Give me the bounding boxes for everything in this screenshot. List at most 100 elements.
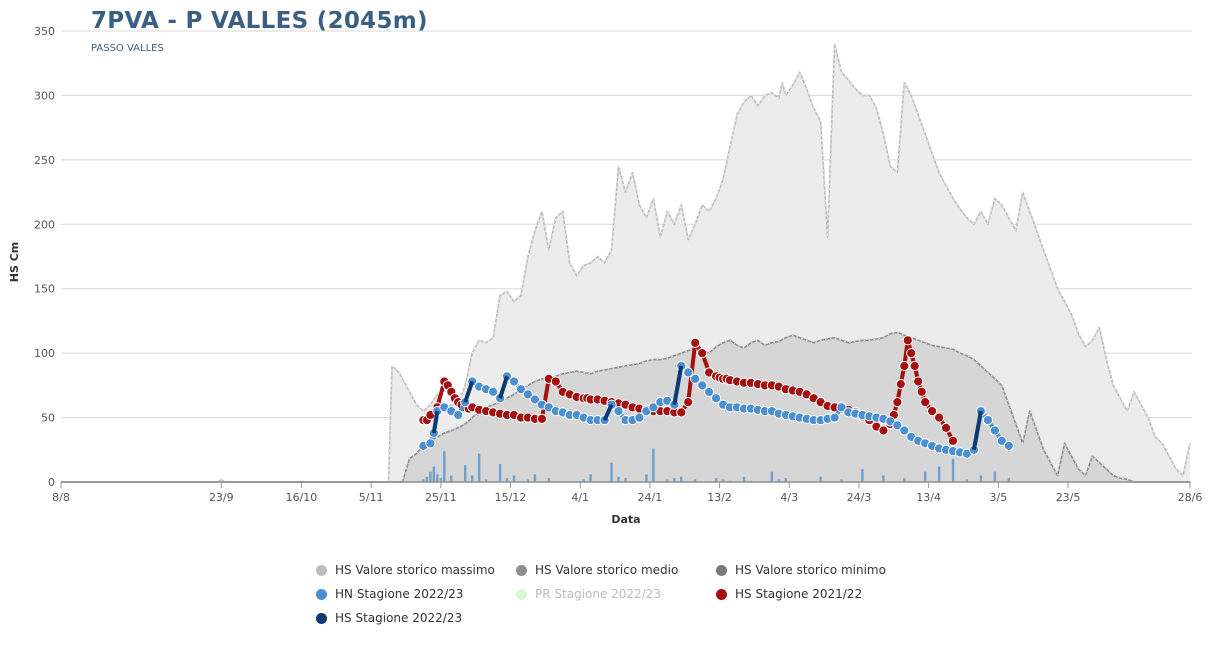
hn-bar bbox=[450, 475, 453, 482]
hn-bar bbox=[432, 466, 436, 482]
legend-label: HS Valore storico minimo bbox=[735, 563, 886, 577]
y-tick-label: 50 bbox=[41, 412, 55, 425]
hn-bar bbox=[742, 476, 746, 482]
hn-bar bbox=[610, 462, 613, 482]
y-tick-label: 150 bbox=[34, 283, 55, 296]
hs-2223-point bbox=[982, 415, 994, 426]
legend-label: HS Stagione 2021/22 bbox=[735, 587, 863, 601]
hn-bar bbox=[770, 471, 774, 482]
legend-item-hs-2122[interactable]: HS Stagione 2021/22 bbox=[716, 587, 862, 601]
hs-2122-point bbox=[536, 413, 548, 424]
hn-bar bbox=[533, 474, 537, 482]
hn-bar bbox=[425, 476, 429, 482]
x-tick-label: 5/11 bbox=[359, 491, 384, 504]
legend-item-hs-min[interactable]: HS Valore storico minimo bbox=[716, 563, 886, 577]
hn-bar bbox=[645, 474, 648, 482]
hs-2122-point bbox=[878, 425, 889, 436]
hn-bar bbox=[439, 478, 443, 482]
hs-2223-point bbox=[648, 402, 659, 413]
x-tick-label: 23/5 bbox=[1056, 491, 1081, 504]
hs-2223-rise-segment bbox=[672, 365, 684, 406]
hs-2122-point bbox=[927, 406, 938, 417]
legend-dot bbox=[716, 588, 727, 600]
y-tick-label: 0 bbox=[48, 476, 55, 489]
hs-2223-point bbox=[425, 438, 436, 449]
hn-bar bbox=[443, 451, 446, 482]
hs-2223-point bbox=[711, 393, 722, 404]
hs-2122-point bbox=[676, 407, 687, 418]
hs-2223-rise-segment bbox=[431, 410, 440, 434]
hs-2122-point bbox=[690, 337, 701, 348]
hn-bar bbox=[589, 474, 592, 482]
hn-bar bbox=[965, 479, 969, 482]
hn-bar bbox=[777, 479, 781, 482]
x-tick-label: 24/3 bbox=[847, 491, 872, 504]
hs-2223-rise-segment bbox=[498, 375, 509, 399]
hn-bar bbox=[429, 471, 432, 482]
x-tick-label: 24/1 bbox=[638, 491, 663, 504]
legend-label: PR Stagione 2022/23 bbox=[535, 587, 662, 601]
hn-bar bbox=[1007, 478, 1011, 482]
y-tick-label: 200 bbox=[34, 218, 55, 231]
hn-bar bbox=[680, 476, 683, 482]
hn-bar bbox=[749, 480, 753, 482]
hs-2122-point bbox=[550, 376, 561, 387]
hn-bar bbox=[505, 478, 509, 482]
hn-bar bbox=[666, 479, 669, 482]
hn-bar bbox=[840, 479, 843, 482]
hs-2122-point bbox=[899, 360, 910, 372]
hs-2223-point bbox=[996, 435, 1007, 446]
x-tick-label: 16/10 bbox=[286, 491, 318, 504]
x-tick-label: 4/1 bbox=[571, 491, 589, 504]
hs-2223-point bbox=[892, 420, 903, 431]
hs-2223-point bbox=[690, 373, 701, 384]
hs-2223-rise-segment bbox=[463, 380, 475, 403]
hs-2122-point bbox=[909, 360, 920, 372]
hs-2223-point bbox=[529, 394, 541, 405]
legend-dot bbox=[316, 588, 327, 600]
x-tick-label: 13/4 bbox=[916, 491, 941, 504]
hs-2122-point bbox=[913, 376, 924, 387]
y-tick-label: 250 bbox=[34, 154, 55, 167]
legend-item-pr-2223[interactable]: PR Stagione 2022/23 bbox=[516, 587, 661, 601]
y-tick-label: 350 bbox=[34, 25, 55, 38]
hn-bar bbox=[512, 475, 516, 482]
y-axis-label: HS Cm bbox=[8, 242, 21, 283]
hs-2223-point bbox=[989, 425, 1001, 436]
hn-bar bbox=[721, 479, 725, 482]
y-tick-label: 300 bbox=[34, 89, 55, 102]
legend-dot bbox=[516, 564, 527, 576]
hs-2223-point bbox=[508, 376, 520, 387]
hn-bar bbox=[861, 469, 864, 482]
x-tick-label: 8/8 bbox=[52, 491, 70, 504]
x-tick-label: 4/3 bbox=[780, 491, 798, 504]
bar-series bbox=[422, 448, 1011, 482]
hs-2223-point bbox=[1003, 440, 1014, 451]
hs-2223-point bbox=[704, 386, 715, 397]
hn-bar bbox=[652, 448, 655, 482]
legend-item-hn-2223[interactable]: HN Stagione 2022/23 bbox=[316, 587, 463, 601]
y-tick-label: 100 bbox=[34, 347, 55, 360]
legend-label: HN Stagione 2022/23 bbox=[335, 587, 464, 601]
legend-item-hs-2223[interactable]: HS Stagione 2022/23 bbox=[316, 611, 462, 625]
hn-bar bbox=[436, 474, 439, 482]
hs-avg-dots bbox=[61, 332, 1190, 483]
hs-2223-rise-segment bbox=[971, 410, 983, 451]
hs-2122-point bbox=[697, 348, 708, 359]
hs-2122-point bbox=[892, 397, 903, 408]
legend-dot bbox=[516, 588, 527, 600]
hs-2223-point bbox=[613, 406, 624, 417]
hs-2122-point bbox=[916, 386, 927, 397]
chart-subtitle: PASSO VALLES bbox=[91, 43, 164, 54]
hs-max-dots bbox=[61, 43, 1191, 483]
legend-item-hs-avg[interactable]: HS Valore storico medio bbox=[516, 563, 678, 577]
hn-bar bbox=[979, 475, 983, 482]
chart-title: 7PVA - P VALLES (2045m) bbox=[91, 8, 428, 34]
hs-2223-rise-segment bbox=[602, 403, 614, 421]
legend-item-hs-max[interactable]: HS Valore storico massimo bbox=[316, 563, 495, 577]
hs-2223-point bbox=[683, 367, 694, 378]
hn-bar bbox=[819, 476, 822, 482]
x-tick-label: 3/5 bbox=[989, 491, 1007, 504]
hn-bar bbox=[673, 478, 676, 482]
